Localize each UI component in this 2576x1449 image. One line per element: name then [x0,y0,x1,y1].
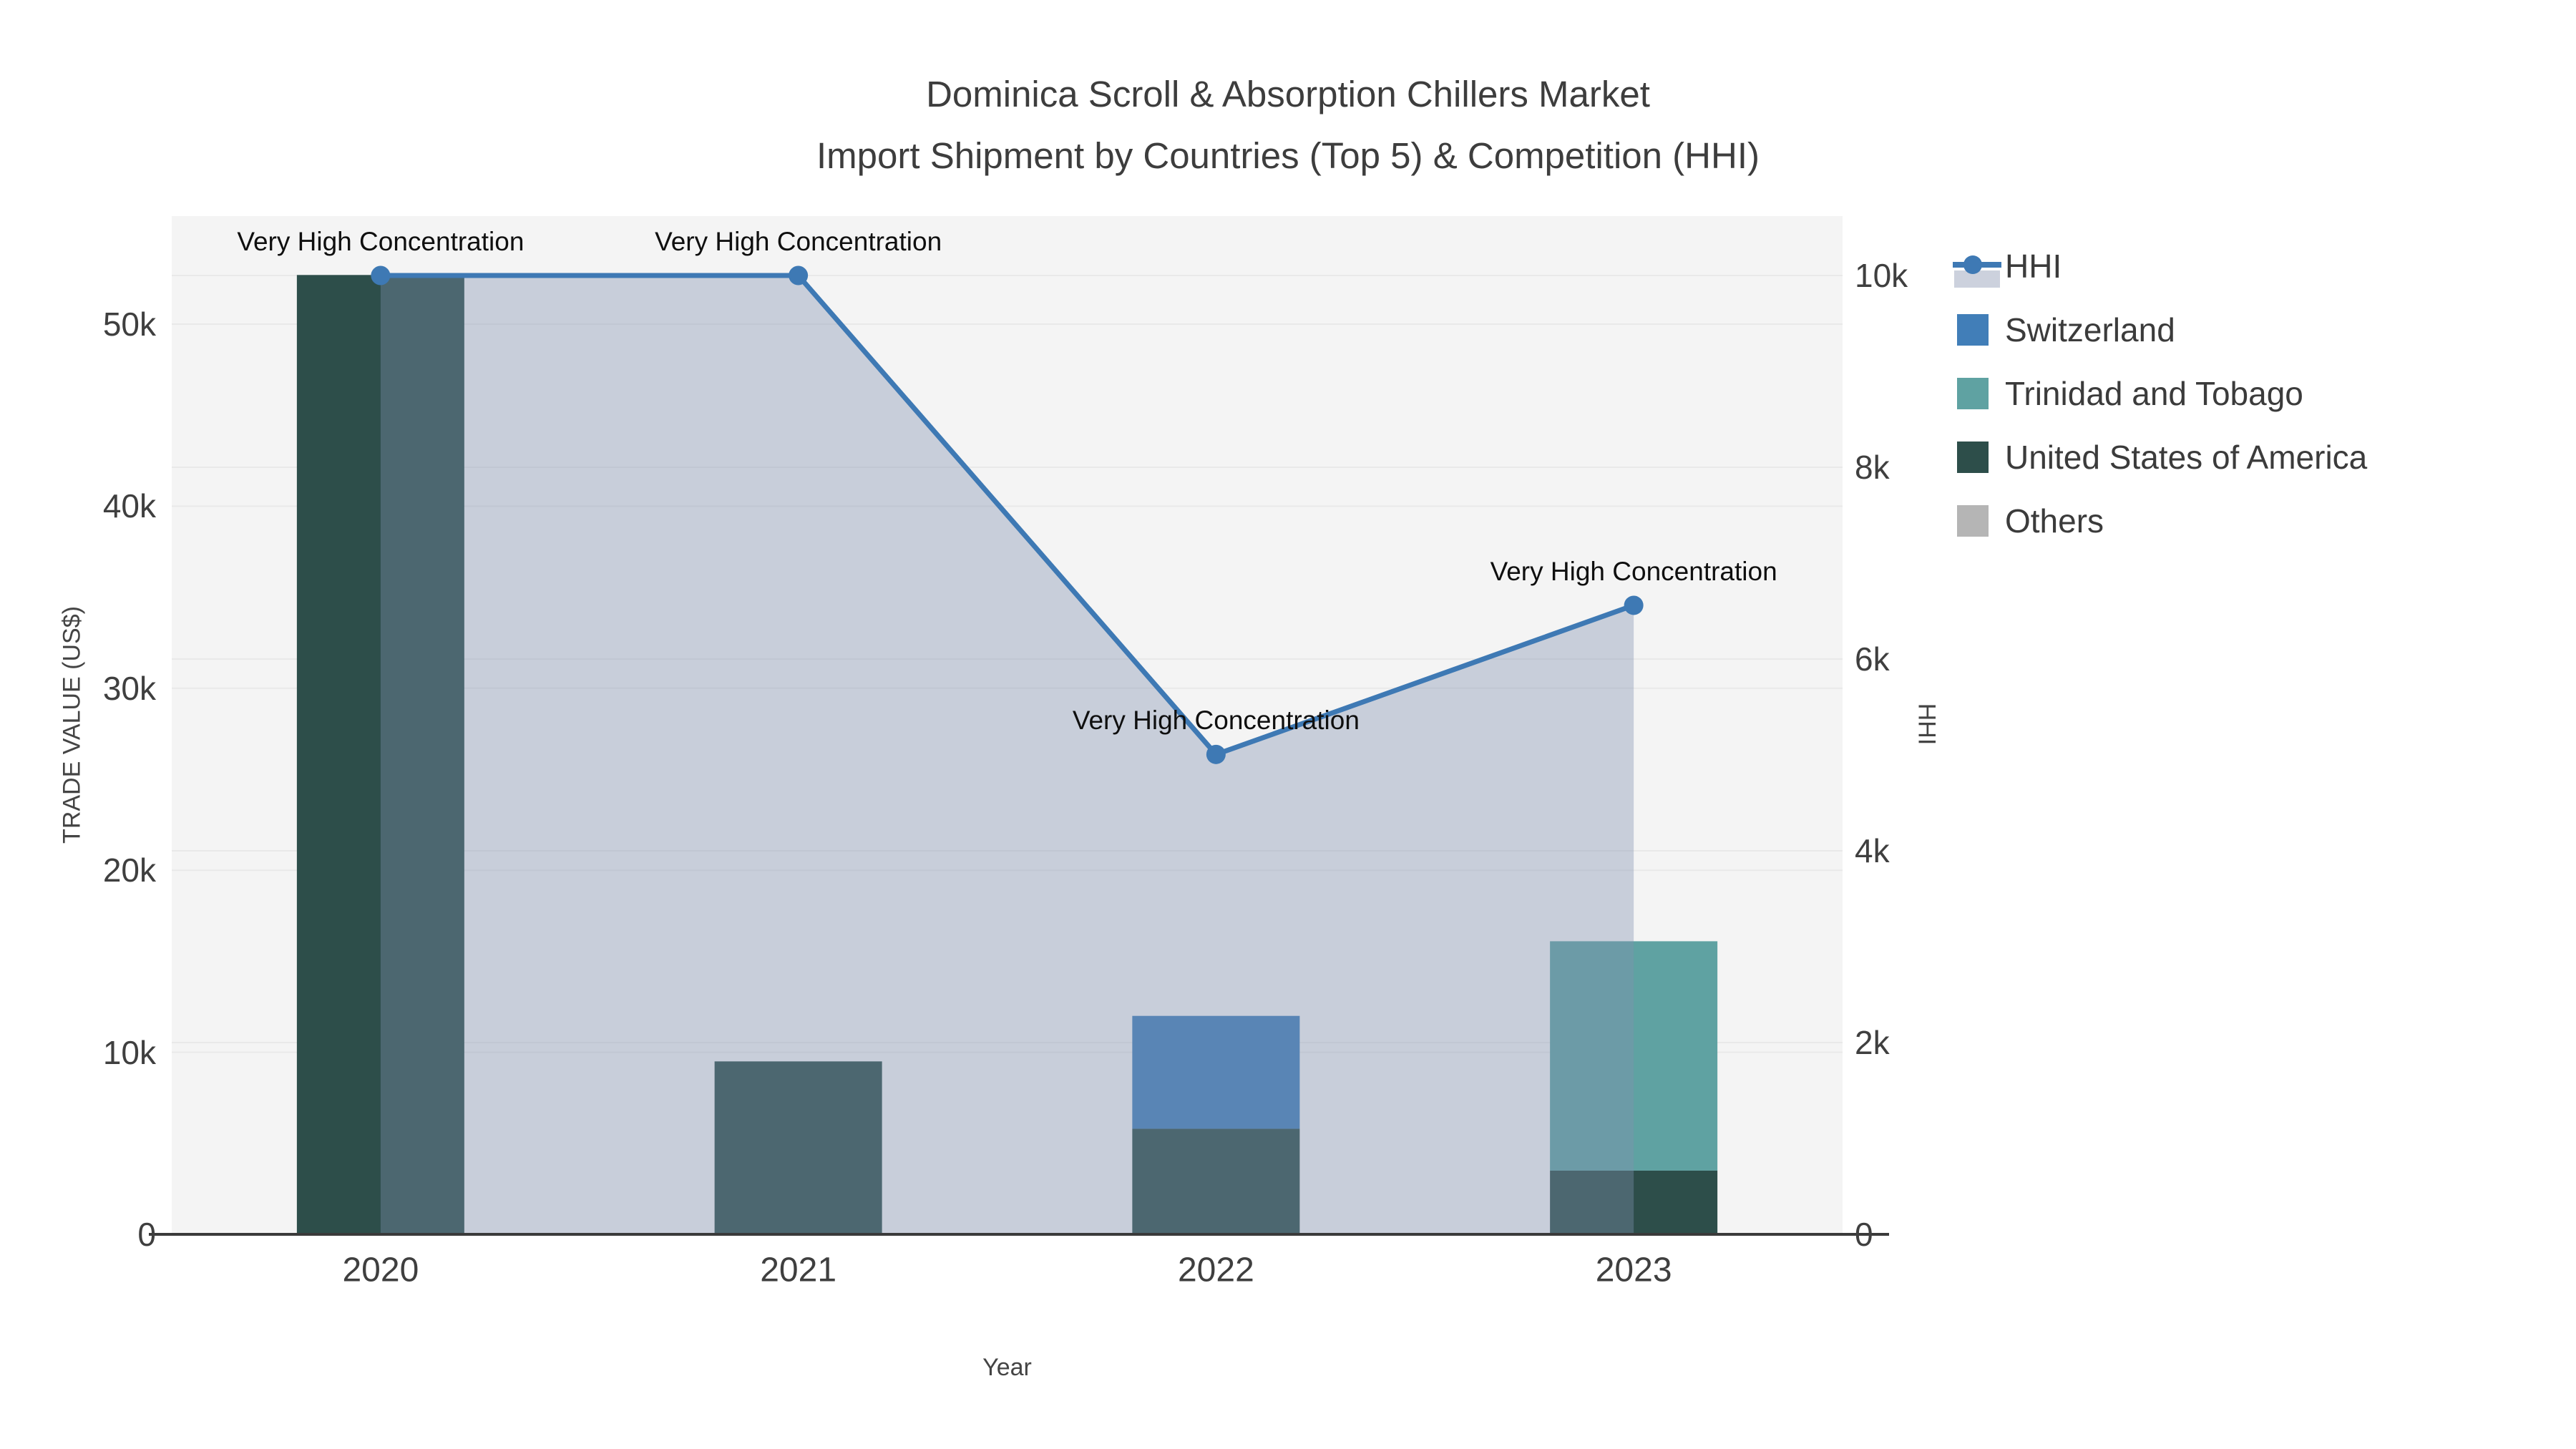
legend-swatch [1957,314,1989,346]
annotation-2021: Very High Concentration [655,227,942,256]
y-right-tick-label: 0 [1855,1216,1873,1253]
y-left-tick-label: 40k [102,487,156,525]
annotation-2022: Very High Concentration [1072,706,1360,736]
legend-label: United States of America [2005,439,2368,476]
chart-title-line-2: Import Shipment by Countries (Top 5) & C… [816,135,1760,176]
legend-hhi-marker [1963,255,1982,274]
bar-segment-trinidad-and-tobago-2023[interactable] [1550,941,1718,1171]
bar-segment-united-states-of-america-2022[interactable] [1132,1128,1300,1234]
hhi-marker-2021[interactable] [789,265,809,286]
y-right-tick-label: 6k [1855,640,1890,678]
chart-title-line-1: Dominica Scroll & Absorption Chillers Ma… [926,74,1650,114]
legend-label: HHI [2005,248,2062,285]
y-right-tick-label: 8k [1855,449,1890,486]
y-right-tick-label: 10k [1855,257,1908,294]
legend-label: Trinidad and Tobago [2005,375,2303,412]
x-tick-label-2023: 2023 [1595,1251,1672,1289]
x-tick-label-2021: 2021 [760,1251,837,1289]
x-axis-title: Year [982,1354,1032,1381]
annotation-2023: Very High Concentration [1490,556,1777,586]
legend-item-united-states-of-america[interactable]: United States of America [1950,426,2565,489]
y-right-tick-label: 4k [1855,832,1890,869]
y-left-tick-label: 20k [102,852,156,889]
y-right-axis-title: HHI [1913,703,1941,746]
legend-label: Others [2005,502,2104,540]
bar-segment-united-states-of-america-2023[interactable] [1550,1170,1718,1234]
y-left-axis-title: TRADE VALUE (US$) [58,606,86,844]
legend-swatch [1957,441,1989,473]
y-left-tick-label: 50k [102,306,156,343]
y-left-tick-label: 30k [102,669,156,707]
hhi-line [380,273,1635,757]
legend-item-others[interactable]: Others [1950,489,2565,552]
legend-label: Switzerland [2005,311,2175,348]
legend-item-hhi[interactable]: HHI [1950,235,2565,298]
annotation-2020: Very High Concentration [237,227,525,256]
bar-segment-switzerland-2022[interactable] [1132,1015,1300,1129]
legend-item-switzerland[interactable]: Switzerland [1950,298,2565,361]
x-tick-label-2020: 2020 [342,1251,419,1289]
y-right-tick-label: 2k [1855,1024,1890,1061]
bar-segment-united-states-of-america-2021[interactable] [714,1061,882,1234]
legend-hhi-band [1954,270,2000,288]
legend-swatch [1957,378,1989,409]
hhi-marker-2020[interactable] [371,265,391,286]
hhi-marker-2022[interactable] [1206,744,1226,764]
x-tick-label-2022: 2022 [1177,1251,1254,1289]
hhi-marker-2023[interactable] [1624,595,1644,615]
y-left-tick-label: 0 [137,1216,156,1253]
legend-swatch [1957,505,1989,537]
hhi-area-fill [380,275,1634,1233]
bar-segment-united-states-of-america-2020[interactable] [296,275,464,1234]
legend-item-trinidad-and-tobago[interactable]: Trinidad and Tobago [1950,362,2565,425]
y-left-tick-label: 10k [102,1033,156,1071]
